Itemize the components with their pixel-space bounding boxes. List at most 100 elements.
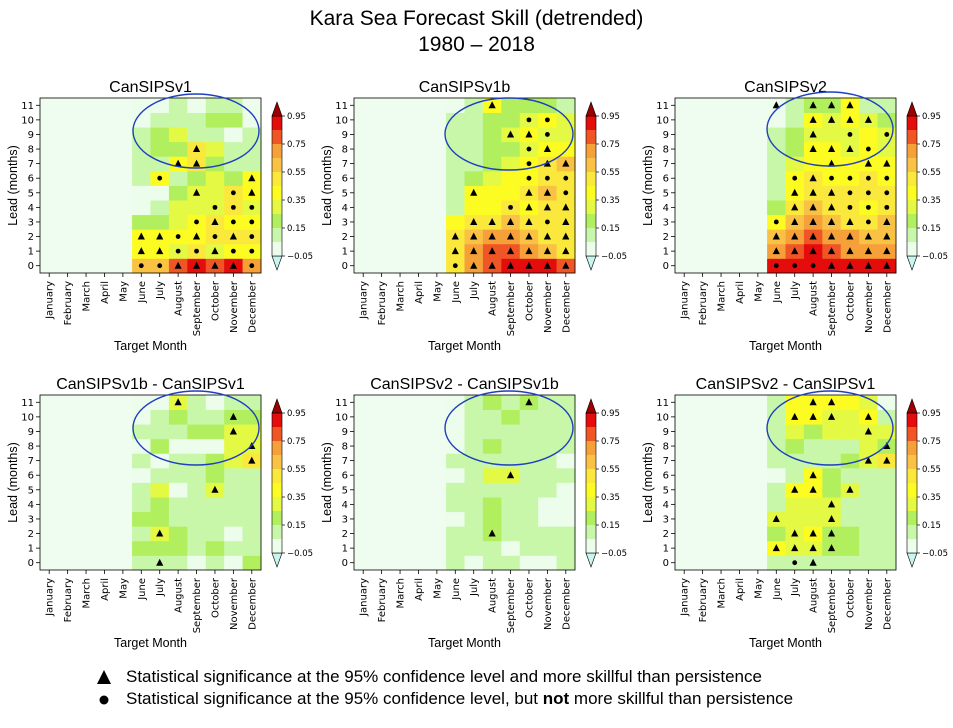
y-tick-label: 1 bbox=[342, 247, 348, 258]
y-axis-label: Lead (months) bbox=[320, 145, 334, 226]
marker-circle bbox=[194, 248, 199, 254]
marker-triangle bbox=[827, 101, 836, 109]
y-tick-label: 8 bbox=[663, 145, 669, 156]
heatmap-cell bbox=[205, 170, 225, 186]
heatmap-cell bbox=[877, 395, 897, 410]
heatmap-cell bbox=[132, 156, 151, 172]
y-tick-label: 1 bbox=[663, 247, 669, 258]
heatmap-cell bbox=[409, 395, 429, 410]
heatmap-cell bbox=[95, 112, 115, 128]
x-tick-label: November bbox=[543, 280, 554, 333]
heatmap-cell bbox=[224, 453, 243, 469]
heatmap-cell bbox=[767, 467, 786, 483]
marker-triangle bbox=[791, 217, 799, 225]
x-tick-label: August bbox=[174, 578, 185, 613]
heatmap-cell bbox=[840, 511, 860, 527]
heatmap-cell bbox=[58, 467, 78, 483]
heatmap-cell bbox=[767, 424, 786, 440]
y-tick-label: 3 bbox=[663, 217, 669, 228]
colorbar-band bbox=[907, 469, 917, 483]
marker-triangle bbox=[772, 247, 780, 255]
x-tick-label: December bbox=[561, 577, 572, 630]
marker-triangle bbox=[562, 217, 570, 225]
heatmap-cell bbox=[409, 156, 429, 172]
heatmap-cell bbox=[519, 453, 539, 469]
y-tick-label: 5 bbox=[663, 485, 669, 496]
x-tick-label: December bbox=[247, 280, 258, 333]
heatmap-cell bbox=[168, 497, 188, 513]
heatmap-cell bbox=[150, 482, 170, 498]
marker-circle bbox=[175, 234, 181, 239]
colorbar-tick-label: 0.35 bbox=[287, 196, 306, 206]
heatmap-cell bbox=[427, 214, 447, 230]
x-tick-label: October bbox=[524, 280, 535, 321]
y-tick-label: 7 bbox=[663, 159, 669, 170]
heatmap-cell bbox=[372, 409, 392, 425]
heatmap-cell bbox=[446, 526, 465, 542]
marker-circle bbox=[829, 175, 834, 181]
colorbar-band bbox=[272, 469, 282, 483]
marker-triangle bbox=[506, 247, 515, 255]
heatmap-cell bbox=[675, 229, 694, 245]
x-tick-label: September bbox=[827, 280, 838, 336]
y-tick-label: 2 bbox=[342, 529, 348, 540]
marker-triangle bbox=[506, 217, 515, 225]
marker-triangle bbox=[827, 217, 836, 225]
heatmap-cell bbox=[464, 497, 484, 513]
heatmap-cell bbox=[409, 438, 429, 454]
heatmap-cell bbox=[748, 185, 768, 201]
heatmap-cell bbox=[556, 141, 576, 157]
x-tick-label: January bbox=[359, 578, 370, 617]
heatmap-cell bbox=[113, 200, 133, 216]
colorbar-band bbox=[586, 413, 596, 427]
heatmap-cell bbox=[840, 497, 860, 513]
colorbar-tick-label: 0.55 bbox=[287, 168, 306, 178]
heatmap-cell bbox=[409, 497, 429, 513]
colorbar-tick-label: 0.55 bbox=[922, 168, 941, 178]
x-axis-label: Target Month bbox=[749, 339, 822, 353]
heatmap-cell bbox=[168, 112, 188, 128]
marker-circle bbox=[212, 234, 218, 239]
y-tick-label: 5 bbox=[28, 188, 34, 199]
heatmap-cell bbox=[464, 141, 484, 157]
marker-triangle bbox=[791, 247, 799, 255]
heatmap-cell bbox=[427, 511, 447, 527]
plot-frame bbox=[353, 394, 576, 571]
heatmap-cell bbox=[711, 526, 731, 542]
y-tick-label: 1 bbox=[28, 247, 34, 258]
marker-circle bbox=[544, 132, 550, 137]
y-tick-label: 0 bbox=[663, 261, 669, 272]
heatmap-cell bbox=[803, 453, 823, 469]
heatmap-cell bbox=[132, 200, 151, 216]
heatmap-cell bbox=[372, 98, 392, 113]
heatmap-cell bbox=[730, 200, 750, 216]
heatmap-cell bbox=[76, 511, 96, 527]
heatmap-cell bbox=[767, 482, 786, 498]
heatmap-cell bbox=[354, 112, 373, 128]
heatmap-cell bbox=[372, 243, 392, 259]
marker-triangle bbox=[864, 247, 872, 255]
colorbar-tick-label: 0.95 bbox=[922, 409, 941, 419]
heatmap-cell bbox=[113, 424, 133, 440]
y-tick-label: 0 bbox=[663, 558, 669, 569]
x-tick-label: October bbox=[845, 577, 856, 618]
heatmap-cell bbox=[427, 156, 447, 172]
heatmap-cell bbox=[730, 467, 750, 483]
heatmap-cell bbox=[76, 229, 96, 245]
heatmap-cell bbox=[446, 214, 465, 230]
marker-triangle bbox=[791, 203, 799, 211]
heatmap-cell bbox=[877, 555, 897, 571]
colorbar-extension-high bbox=[271, 101, 283, 117]
heatmap-cell bbox=[556, 98, 576, 113]
heatmap-cell bbox=[711, 185, 731, 201]
colorbar-tick-label: 0.15 bbox=[922, 521, 941, 531]
heatmap-cell bbox=[76, 526, 96, 542]
heatmap-cell bbox=[711, 214, 731, 230]
heatmap-cell bbox=[390, 482, 410, 498]
heatmap-cell bbox=[390, 555, 410, 571]
colorbar-band bbox=[907, 172, 917, 186]
heatmap-cell bbox=[58, 170, 78, 186]
heatmap-cell bbox=[187, 98, 207, 113]
colorbar-band bbox=[586, 511, 596, 525]
heatmap-cell bbox=[168, 214, 188, 230]
